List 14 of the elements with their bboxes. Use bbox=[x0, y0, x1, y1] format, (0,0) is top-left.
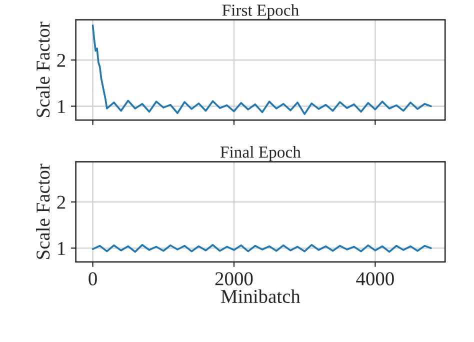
y-tick-label: 2 bbox=[57, 196, 66, 209]
chart-title: First Epoch bbox=[222, 4, 299, 20]
y-tick-label: 1 bbox=[58, 100, 65, 113]
y-tick-label: 2 bbox=[57, 54, 66, 67]
chart-title: Final Epoch bbox=[220, 146, 301, 162]
line-series bbox=[92, 24, 432, 115]
y-tick-label: 1 bbox=[58, 242, 65, 255]
y-axis-title: Scale Factor bbox=[36, 164, 50, 259]
x-tick-label: 4000 bbox=[356, 272, 394, 286]
y-axis-title: Scale Factor bbox=[36, 22, 50, 117]
x-tick-label: 2000 bbox=[215, 272, 253, 286]
line-series bbox=[92, 244, 432, 253]
x-axis-title: Minibatch bbox=[221, 289, 300, 304]
x-tick-label: 0 bbox=[88, 272, 97, 286]
